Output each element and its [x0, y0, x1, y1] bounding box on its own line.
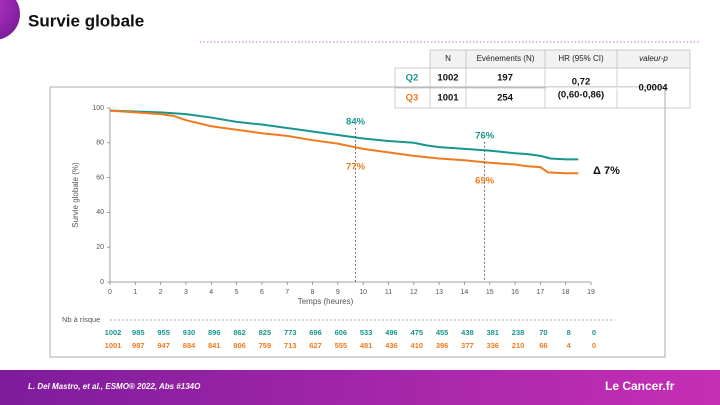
at-risk-count: 438 — [461, 328, 474, 337]
at-risk-count: 1002 — [105, 328, 122, 337]
at-risk-count: 410 — [411, 341, 424, 350]
x-tick-label: 17 — [536, 289, 544, 296]
at-risk-count: 436 — [385, 341, 398, 350]
x-tick-label: 2 — [159, 289, 163, 296]
at-risk-count: 841 — [208, 341, 221, 350]
cell-n: 1002 — [437, 73, 458, 84]
x-tick-label: 12 — [410, 289, 418, 296]
at-risk-count: 955 — [157, 328, 170, 337]
x-tick-label: 3 — [184, 289, 188, 296]
cell-events: 197 — [497, 73, 513, 84]
at-risk-count: 496 — [385, 328, 398, 337]
x-tick-label: 19 — [587, 289, 595, 296]
x-tick-label: 13 — [435, 289, 443, 296]
marker-label: 76% — [475, 130, 495, 141]
at-risk-count: 627 — [309, 341, 322, 350]
x-tick-label: 5 — [235, 289, 239, 296]
at-risk-count: 555 — [335, 341, 348, 350]
marker-label: 69% — [475, 175, 495, 186]
survival-curve — [109, 109, 579, 161]
x-tick-label: 11 — [385, 289, 392, 296]
at-risk-count: 210 — [512, 341, 525, 350]
at-risk-count: 1001 — [105, 341, 122, 350]
at-risk-count: 896 — [208, 328, 221, 337]
table-header: valeur-p — [639, 54, 668, 63]
table-header-bg — [430, 50, 690, 68]
at-risk-count: 238 — [512, 328, 525, 337]
at-risk-count: 396 — [436, 341, 449, 350]
y-axis-label: Survie globale (%) — [71, 162, 80, 228]
at-risk-count: 0 — [592, 341, 596, 350]
cell-hr-ci: (0,60-0,86) — [558, 90, 604, 101]
x-tick-label: 15 — [486, 289, 494, 296]
at-risk-count: 0 — [592, 328, 596, 337]
y-tick-label: 80 — [96, 140, 104, 147]
at-risk-count: 8 — [567, 328, 571, 337]
x-tick-label: 4 — [209, 289, 213, 296]
x-tick-label: 9 — [336, 289, 340, 296]
marker-label: 77% — [346, 162, 366, 173]
at-risk-count: 862 — [233, 328, 246, 337]
row-label: Q3 — [406, 93, 419, 104]
marker-label: 84% — [346, 116, 366, 127]
y-tick-label: 100 — [92, 105, 104, 112]
at-risk-count: 825 — [259, 328, 272, 337]
cell-n: 1001 — [437, 93, 459, 104]
at-risk-count: 947 — [157, 341, 170, 350]
at-risk-count: 336 — [486, 341, 499, 350]
at-risk-title: Nb à risque — [62, 315, 100, 324]
y-tick-label: 60 — [96, 174, 104, 181]
at-risk-count: 773 — [284, 328, 297, 337]
x-tick-label: 10 — [359, 289, 367, 296]
at-risk-count: 985 — [132, 328, 145, 337]
y-tick-label: 20 — [96, 244, 104, 251]
at-risk-count: 606 — [335, 328, 348, 337]
x-tick-label: 6 — [260, 289, 264, 296]
y-tick-label: 0 — [100, 279, 104, 286]
x-tick-label: 18 — [562, 289, 570, 296]
row-label: Q2 — [406, 73, 419, 84]
at-risk-count: 713 — [284, 341, 297, 350]
x-tick-label: 16 — [511, 289, 519, 296]
x-axis-label: Temps (heures) — [298, 297, 354, 306]
at-risk-count: 381 — [486, 328, 499, 337]
at-risk-count: 481 — [360, 341, 373, 350]
x-tick-label: 7 — [285, 289, 289, 296]
x-tick-label: 1 — [133, 289, 137, 296]
at-risk-count: 987 — [132, 341, 145, 350]
chart-frame — [49, 86, 666, 358]
at-risk-count: 759 — [259, 341, 272, 350]
table-header: HR (95% CI) — [558, 54, 604, 63]
cell-events: 254 — [497, 93, 514, 104]
at-risk-count: 70 — [539, 328, 547, 337]
chart-layer: N Evénements (N) HR (95% CI) valeur-pQ2 1002… — [62, 49, 691, 350]
slide-title: Survie globale — [28, 11, 144, 30]
at-risk-count: 475 — [411, 328, 424, 337]
citation: L. Del Mastro, et al., ESMO® 2022, Abs #… — [28, 382, 201, 391]
table-header: Evénements (N) — [477, 54, 535, 63]
at-risk-count: 66 — [539, 341, 547, 350]
table-header: N — [445, 54, 451, 63]
at-risk-count: 930 — [183, 328, 196, 337]
at-risk-count: 4 — [567, 341, 572, 350]
cell-p: 0,0004 — [638, 83, 668, 94]
x-tick-label: 14 — [461, 289, 469, 296]
cell-hr: 0,72 — [572, 77, 591, 88]
at-risk-count: 377 — [461, 341, 474, 350]
at-risk-count: 455 — [436, 328, 449, 337]
at-risk-count: 806 — [233, 341, 246, 350]
delta-label: Δ 7% — [593, 165, 620, 177]
footer-bar — [0, 370, 720, 405]
y-tick-label: 40 — [96, 209, 104, 216]
x-tick-label: 8 — [311, 289, 315, 296]
at-risk-count: 533 — [360, 328, 373, 337]
corner-decoration — [0, 0, 20, 40]
x-tick-label: 0 — [108, 289, 112, 296]
at-risk-count: 696 — [309, 328, 322, 337]
at-risk-count: 884 — [183, 341, 196, 350]
logo: Le Cancer.fr — [605, 379, 675, 393]
survival-curve — [109, 109, 579, 175]
